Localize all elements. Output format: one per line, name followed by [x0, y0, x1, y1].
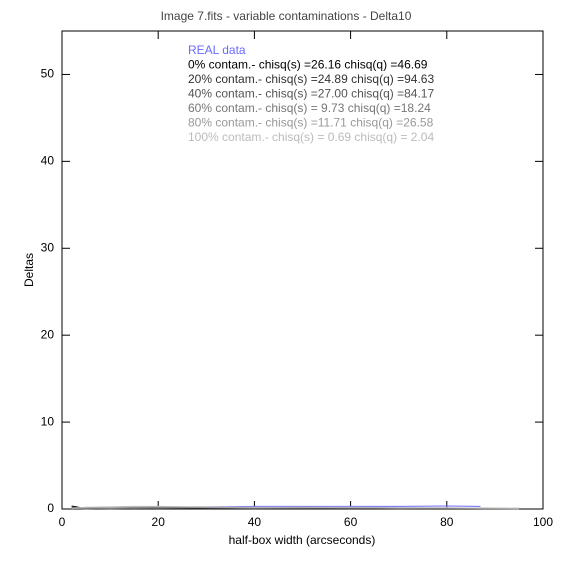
x-tick-label: 60 — [344, 515, 358, 529]
x-tick-label: 40 — [248, 515, 262, 529]
legend-entry: REAL data — [188, 43, 246, 57]
x-tick-label: 100 — [533, 515, 553, 529]
x-tick-label: 80 — [440, 515, 454, 529]
legend-entry: 80% contam.- chisq(s) =11.71 chisq(q) =2… — [188, 116, 434, 130]
series-line — [71, 505, 519, 509]
legend-entry: 20% contam.- chisq(s) =24.89 chisq(q) =9… — [188, 72, 434, 86]
y-tick-label: 0 — [47, 501, 54, 515]
x-tick-label: 20 — [152, 515, 166, 529]
y-tick-label: 30 — [41, 240, 55, 254]
legend-entry: 60% contam.- chisq(s) = 9.73 chisq(q) =1… — [188, 101, 431, 115]
legend-entry: 40% contam.- chisq(s) =27.00 chisq(q) =8… — [188, 87, 434, 101]
y-tick-label: 40 — [41, 154, 55, 168]
x-axis-label: half-box width (arcseconds) — [229, 533, 376, 547]
y-axis-label: Deltas — [22, 253, 36, 287]
x-tick-label: 0 — [59, 515, 66, 529]
y-tick-label: 10 — [41, 414, 55, 428]
legend-entry: 0% contam.- chisq(s) =26.16 chisq(q) =46… — [188, 58, 428, 72]
legend-entry: 100% contam.- chisq(s) = 0.69 chisq(q) =… — [188, 130, 434, 144]
y-tick-label: 50 — [41, 67, 55, 81]
chart-title: Image 7.fits - variable contaminations -… — [161, 9, 412, 23]
y-tick-label: 20 — [41, 327, 55, 341]
